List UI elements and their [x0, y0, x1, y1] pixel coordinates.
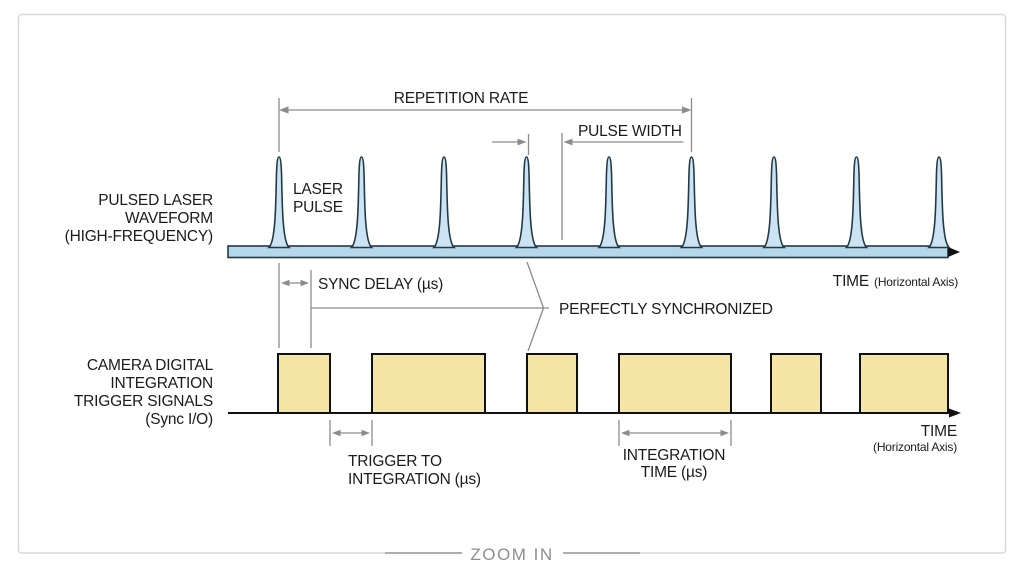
laser-pulse-6	[679, 156, 704, 249]
trigger-to-integration-line2: INTEGRATION (µs)	[348, 471, 481, 488]
laser-pulse-callout: LASER PULSE	[293, 181, 343, 216]
camera-time-sublabel: (Horizontal Axis)	[873, 440, 957, 454]
camera-row-label-line1: CAMERA DIGITAL	[87, 357, 214, 374]
trigger-pulse-4	[618, 353, 732, 414]
camera-axis-arrow-icon	[949, 408, 961, 418]
sync-delay-dimension: SYNC DELAY (µs)	[278, 263, 443, 348]
laser-row-label: PULSED LASER WAVEFORM (HIGH-FREQUENCY)	[65, 192, 214, 245]
perfectly-synchronized-leader: PERFECTLY SYNCHRONIZED	[311, 261, 773, 352]
trigger-pulse-5	[770, 353, 822, 414]
zoom-in-footer: ZOOM IN	[385, 540, 640, 568]
trigger-pulse-3	[526, 353, 578, 414]
arrowhead-right-icon	[682, 106, 692, 114]
laser-row-label-line3: (HIGH-FREQUENCY)	[65, 228, 213, 245]
laser-time-sublabel: (Horizontal Axis)	[874, 275, 958, 289]
sync-delay-label: SYNC DELAY (µs)	[318, 276, 443, 293]
arrowhead-left-icon	[279, 106, 289, 114]
leader-line	[526, 261, 545, 309]
integration-time-line2: TIME (µs)	[641, 464, 708, 481]
repetition-rate-label: REPETITION RATE	[394, 90, 529, 107]
arrowhead-left-icon	[621, 429, 630, 437]
arrowhead-left-icon	[332, 429, 341, 437]
laser-pulse-8	[844, 156, 869, 249]
laser-pulse-label-line1: LASER	[293, 181, 343, 198]
laser-row-label-line1: PULSED LASER	[98, 192, 213, 209]
laser-time-axis-label: TIME (Horizontal Axis)	[833, 273, 958, 290]
laser-pulse-4	[514, 156, 539, 249]
laser-row-label-line2: WAVEFORM	[125, 210, 213, 227]
pulse-width-label: PULSE WIDTH	[578, 123, 682, 140]
laser-pulse-9	[927, 156, 951, 249]
camera-row-label: CAMERA DIGITAL INTEGRATION TRIGGER SIGNA…	[74, 357, 214, 428]
arrowhead-right-icon	[361, 429, 370, 437]
camera-time-label: TIME	[921, 423, 957, 440]
trigger-to-integration-dimension: TRIGGER TO INTEGRATION (µs)	[329, 420, 481, 488]
laser-pulse-3	[432, 156, 456, 249]
laser-pulse-label-line2: PULSE	[293, 199, 343, 216]
laser-axis-arrow-icon	[948, 247, 960, 257]
laser-pulses	[267, 156, 951, 249]
arrowhead-right-icon	[720, 429, 729, 437]
perfectly-synchronized-label: PERFECTLY SYNCHRONIZED	[559, 301, 773, 318]
trigger-pulse-2	[371, 353, 486, 414]
camera-time-axis-label: TIME (Horizontal Axis)	[873, 423, 957, 454]
zoom-in-label-backing	[462, 540, 563, 568]
repetition-rate-dimension: REPETITION RATE	[278, 90, 693, 152]
camera-row-label-line2: INTEGRATION	[110, 375, 213, 392]
integration-time-line1: INTEGRATION	[623, 447, 726, 464]
camera-row-label-line3: TRIGGER SIGNALS	[74, 393, 213, 410]
laser-pulse-1	[267, 156, 291, 249]
trigger-to-integration-line1: TRIGGER TO	[348, 453, 442, 470]
laser-pulse-7	[762, 156, 786, 249]
arrowhead-right-icon	[300, 279, 309, 287]
laser-waveform-baseline	[227, 245, 949, 259]
leader-line	[527, 307, 545, 352]
arrowhead-right-icon	[517, 138, 527, 146]
camera-row-label-line4: (Sync I/O)	[145, 411, 213, 428]
trigger-pulse-1	[277, 353, 331, 414]
laser-pulse-2	[349, 156, 374, 249]
integration-time-dimension: INTEGRATION TIME (µs)	[618, 420, 732, 481]
laser-pulse-5	[597, 156, 621, 249]
arrowhead-left-icon	[281, 279, 290, 287]
laser-time-label: TIME	[833, 273, 869, 290]
arrowhead-left-icon	[563, 138, 573, 146]
zoom-in-label: ZOOM IN	[470, 545, 553, 564]
trigger-pulses	[277, 353, 949, 414]
trigger-pulse-6	[859, 353, 949, 414]
pulse-width-dimension: PULSE WIDTH	[492, 123, 684, 240]
